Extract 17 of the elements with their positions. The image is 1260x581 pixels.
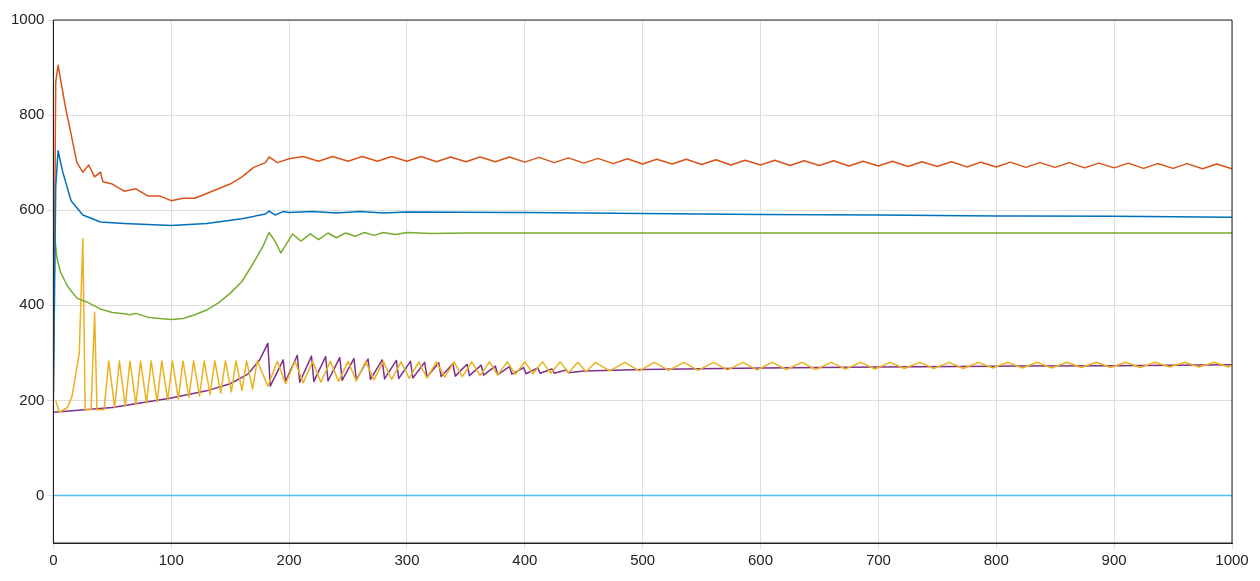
x-tick-label: 200 — [276, 551, 302, 569]
x-tick-label: 0 — [49, 551, 58, 569]
y-tick-label: 200 — [19, 390, 45, 408]
x-tick-label: 900 — [1101, 551, 1127, 569]
y-tick-label: 800 — [19, 105, 45, 123]
y-tick-label: 600 — [19, 200, 45, 218]
x-tick-label: 800 — [983, 551, 1009, 569]
y-tick-label: 0 — [36, 485, 45, 503]
x-tick-label: 1000 — [1215, 551, 1249, 569]
x-tick-label: 700 — [865, 551, 891, 569]
y-tick-label: 400 — [19, 295, 45, 313]
x-tick-label: 500 — [630, 551, 656, 569]
x-tick-label: 600 — [748, 551, 774, 569]
x-tick-label: 300 — [394, 551, 420, 569]
y-tick-label: 1000 — [10, 10, 45, 28]
x-tick-label: 400 — [512, 551, 538, 569]
x-tick-label: 100 — [158, 551, 184, 569]
